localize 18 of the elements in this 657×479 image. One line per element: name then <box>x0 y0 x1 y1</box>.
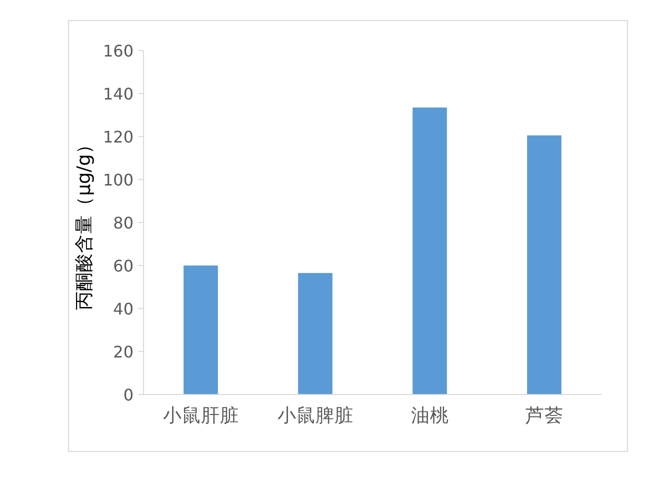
y-tick-label: 160 <box>102 42 134 60</box>
y-tick-label: 100 <box>102 170 134 190</box>
x-tick-label: 油桃 <box>410 406 449 426</box>
y-tick-label: 0 <box>123 386 134 404</box>
x-tick-label: 芦荟 <box>525 406 564 426</box>
y-tick-label: 20 <box>113 342 134 362</box>
bar <box>527 135 562 394</box>
y-axis-title: 丙酮酸含量（μg/g） <box>74 135 95 310</box>
bar <box>298 273 332 394</box>
y-tick-label: 140 <box>102 84 134 104</box>
y-tick-label: 60 <box>113 256 134 276</box>
y-tick-label: 80 <box>113 214 134 232</box>
y-tick-label: 40 <box>113 300 134 318</box>
bar <box>412 107 447 394</box>
bar <box>184 266 218 394</box>
x-tick-label: 小鼠脾脏 <box>277 406 354 426</box>
y-tick-label: 120 <box>102 128 134 146</box>
x-tick-label: 小鼠肝脏 <box>162 406 239 426</box>
